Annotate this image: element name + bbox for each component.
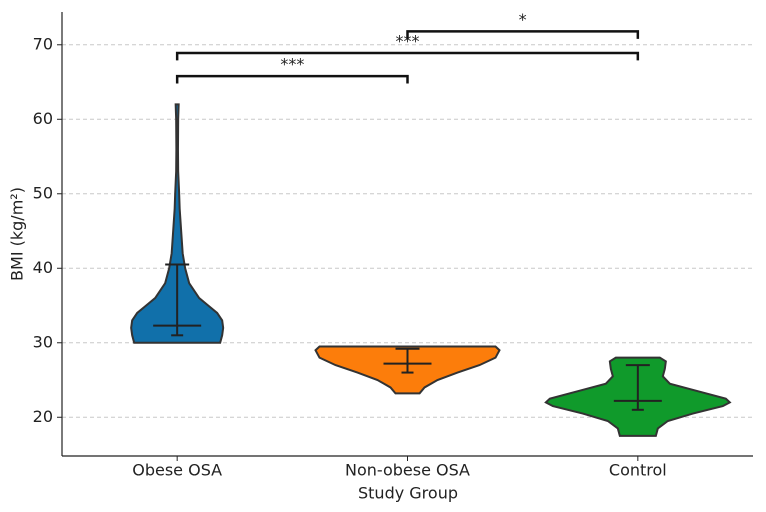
- y-tick-label: 30: [33, 332, 53, 351]
- significance-bracket: [406, 30, 640, 39]
- y-tick-label: 40: [33, 258, 53, 277]
- x-axis-label: Study Group: [358, 484, 458, 503]
- significance-bracket: [175, 51, 640, 61]
- y-tick-label: 70: [33, 34, 53, 53]
- violin-body: [130, 103, 225, 344]
- x-tick-label: Control: [609, 461, 667, 480]
- y-tick-label: 50: [33, 183, 53, 202]
- y-tick-label: 60: [33, 109, 53, 128]
- significance-bracket: [175, 74, 409, 84]
- significance-label: ***: [396, 31, 420, 50]
- x-tick-label: Non-obese OSA: [345, 461, 470, 480]
- x-tick-label: Obese OSA: [132, 461, 222, 480]
- y-tick-label: 20: [33, 407, 53, 426]
- y-axis-label: BMI (kg/m²): [8, 187, 27, 281]
- significance-label: ***: [280, 55, 304, 74]
- significance-label: *: [519, 10, 527, 29]
